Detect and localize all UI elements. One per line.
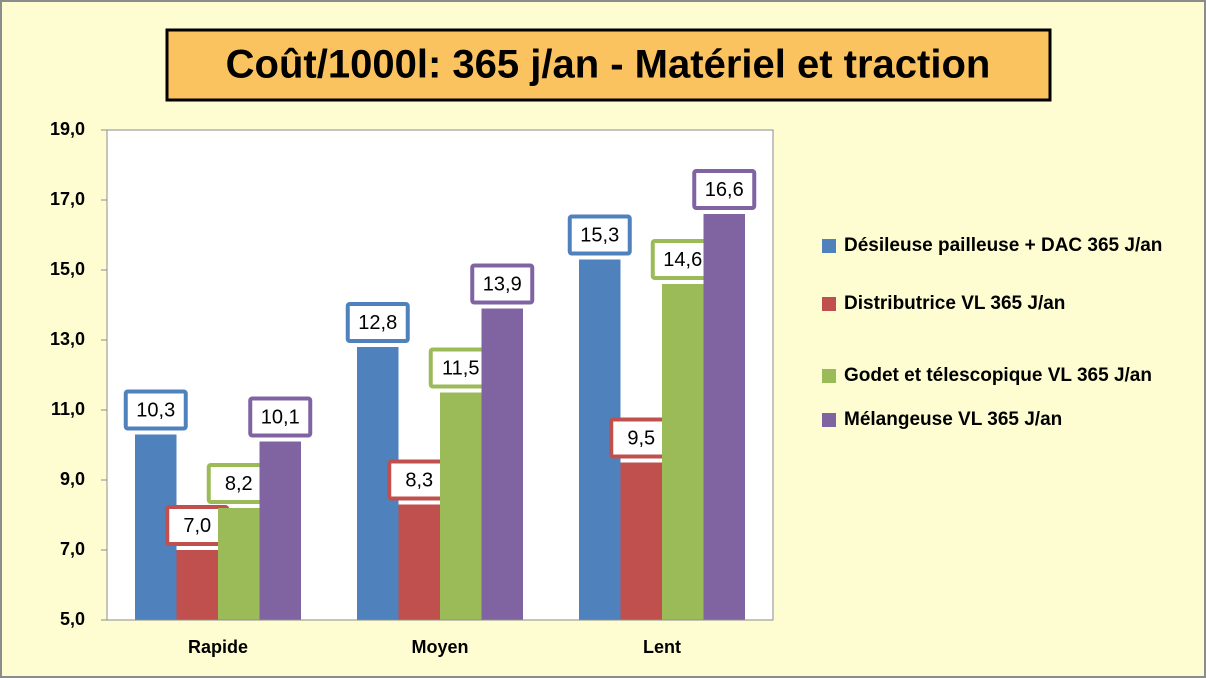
title-box (165, 28, 1052, 102)
data-label: 13,9 (483, 273, 522, 295)
legend-swatch (822, 239, 836, 253)
data-label: 8,3 (405, 469, 433, 491)
legend-entry: Distributrice VL 365 J/an (818, 288, 1193, 320)
legend-label: Mélangeuse VL 365 J/an (844, 409, 1063, 430)
data-label: 9,5 (627, 427, 655, 449)
bar (703, 214, 745, 620)
data-label-box (692, 169, 757, 210)
data-label: 8,2 (225, 473, 253, 495)
data-label: 14,6 (663, 249, 702, 271)
legend-swatch (822, 369, 836, 383)
chart-title: Coût/1000l: 365 j/an - Matériel et tract… (226, 43, 991, 87)
bar (481, 308, 523, 620)
y-tick-label: 9,0 (60, 469, 85, 489)
x-tick-label: Lent (643, 637, 681, 657)
y-tick-label: 15,0 (50, 259, 85, 279)
data-label: 11,5 (442, 357, 479, 379)
y-tick-label: 17,0 (50, 189, 85, 209)
data-label-box (567, 214, 632, 256)
data-label: 16,6 (705, 179, 744, 201)
legend-swatch (822, 413, 836, 427)
bar (176, 550, 218, 620)
legend-entry: Godet et télescopique VL 365 J/an (818, 360, 1193, 392)
data-label: 7,0 (183, 515, 211, 537)
data-label: 10,1 (261, 406, 300, 428)
legend-label: Désileuse pailleuse + DAC 365 J/an (844, 235, 1163, 256)
bar (440, 392, 482, 620)
data-label-box (248, 396, 313, 438)
bar (259, 441, 301, 620)
y-tick-label: 13,0 (50, 329, 85, 349)
legend-label: Distributrice VL 365 J/an (844, 293, 1066, 314)
legend-entry: Mélangeuse VL 365 J/an (818, 404, 1193, 436)
x-tick-label: Moyen (411, 637, 468, 657)
y-tick-label: 11,0 (51, 399, 85, 419)
data-label: 15,3 (580, 224, 619, 246)
data-label-box (123, 389, 188, 431)
y-tick-label: 5,0 (60, 609, 85, 629)
legend: Désileuse pailleuse + DAC 365 J/an Distri… (818, 230, 1193, 436)
legend-label: Godet et télescopique VL 365 J/an (844, 365, 1152, 386)
bar (398, 504, 440, 620)
data-label-box (470, 263, 535, 305)
bar (218, 508, 260, 620)
data-label: 10,3 (136, 399, 175, 421)
legend-swatch (822, 297, 836, 311)
data-label-box (345, 302, 410, 343)
y-tick-label: 7,0 (60, 539, 85, 559)
bar (662, 284, 704, 620)
y-tick-label: 19,0 (50, 119, 85, 139)
bar (620, 462, 662, 620)
x-tick-label: Rapide (188, 637, 248, 657)
legend-entry: Désileuse pailleuse + DAC 365 J/an (818, 230, 1193, 262)
data-label: 12,8 (358, 312, 397, 334)
